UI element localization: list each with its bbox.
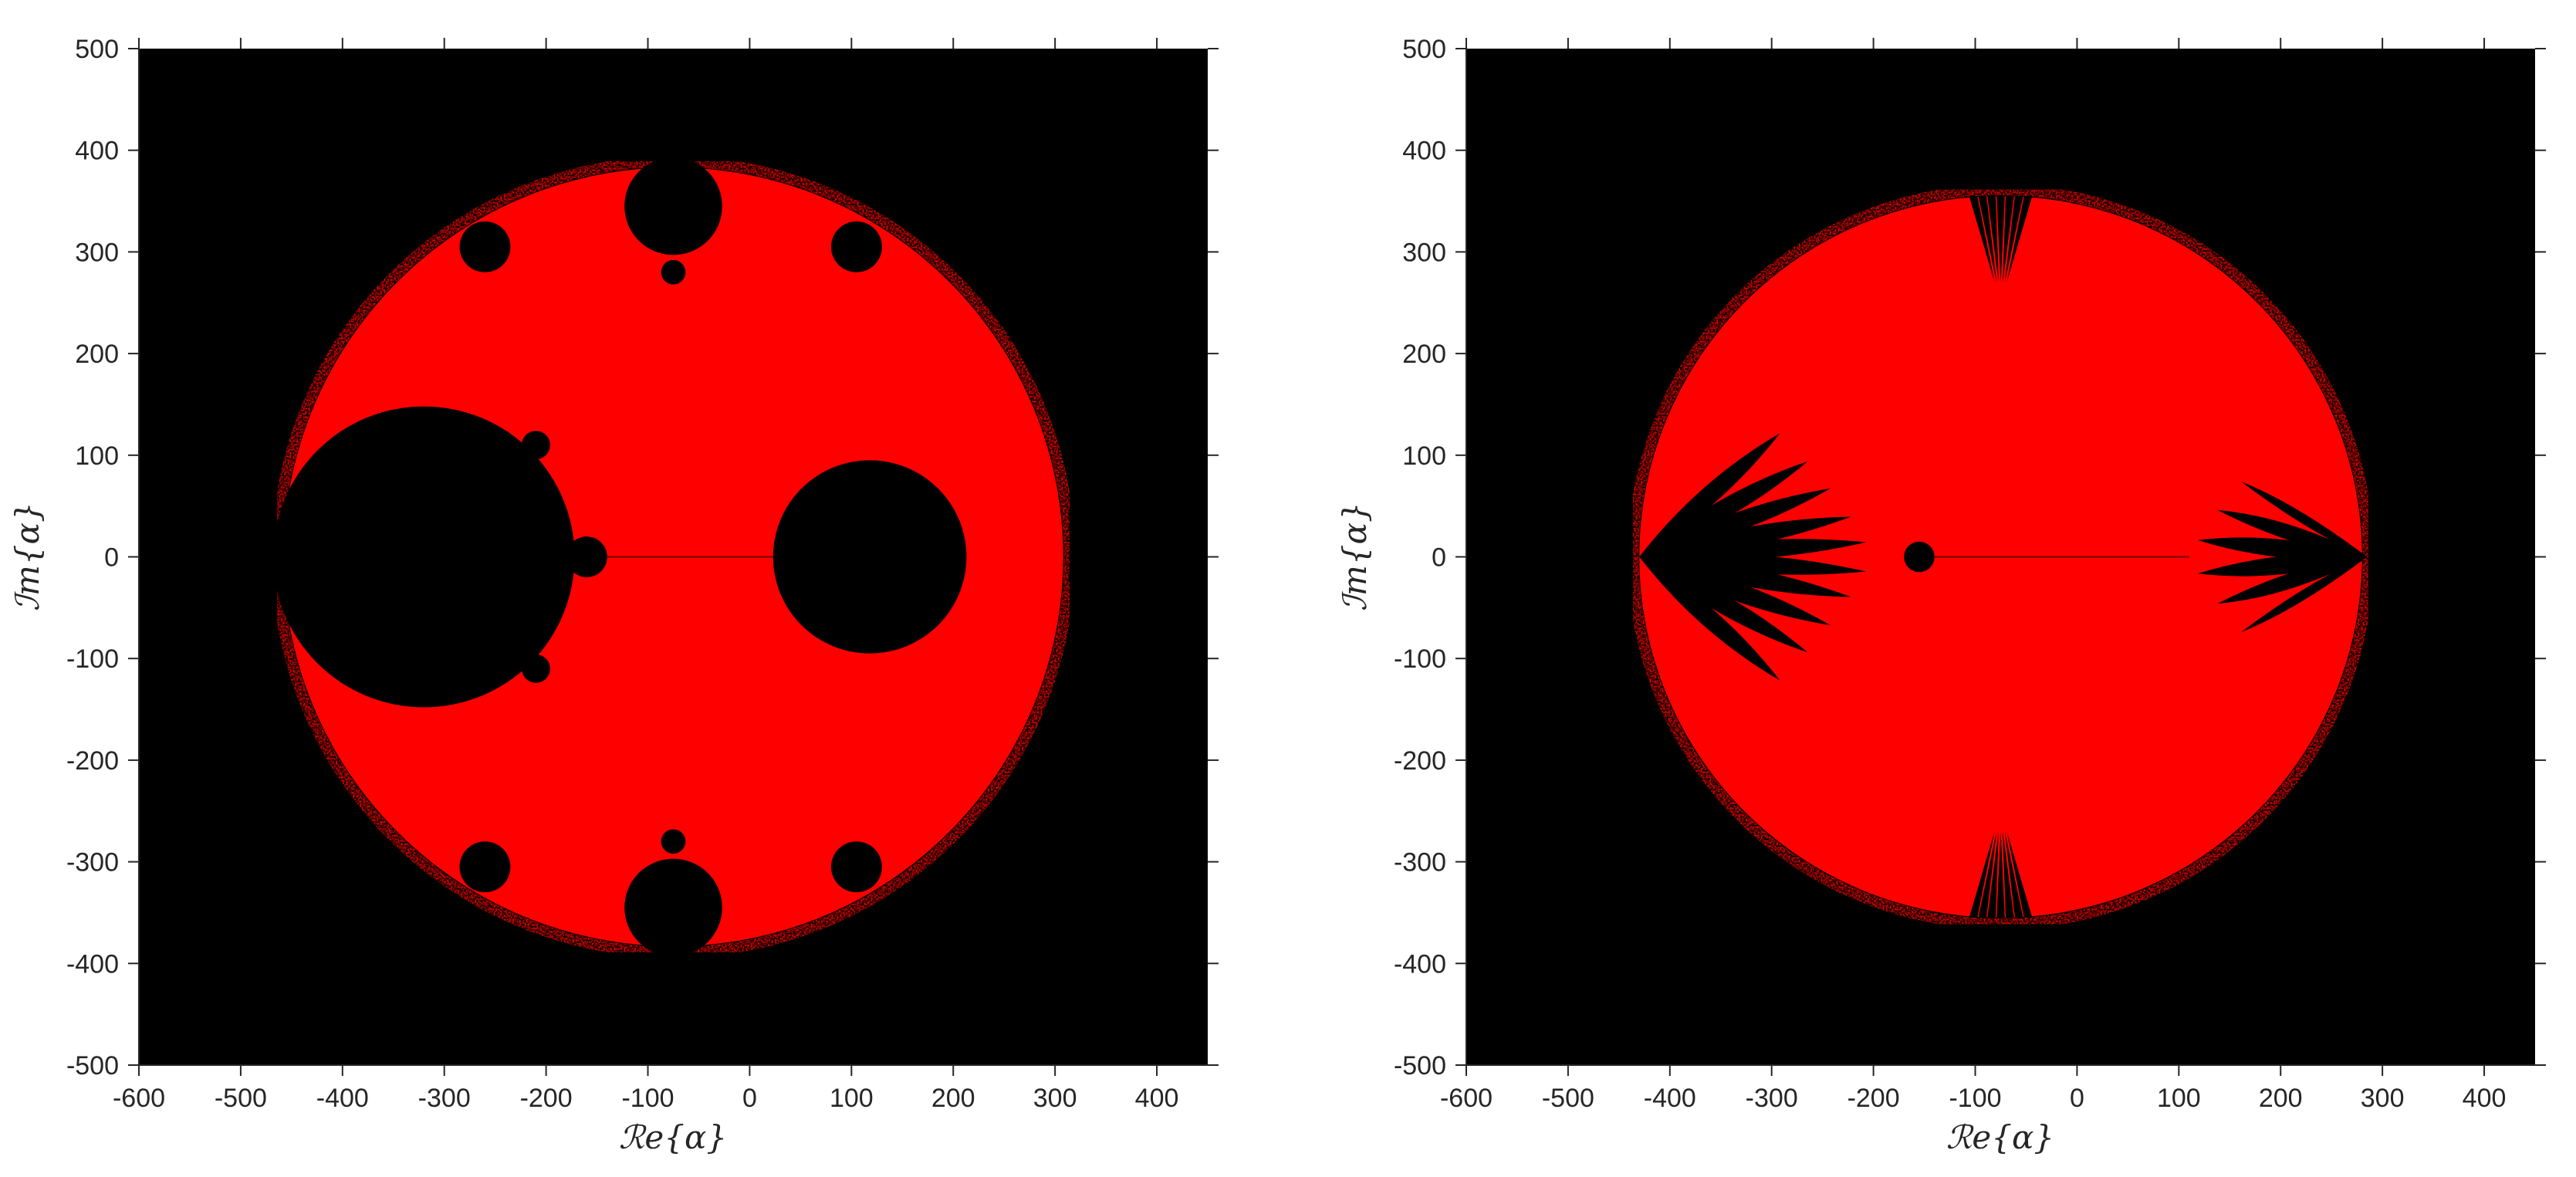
right-x-tick-label-8: 200 <box>2259 1084 2303 1113</box>
right-lobe-right-3 <box>2197 537 2368 560</box>
left-panel: -600 -500 -400 -300 -200 -100 0 100 200 300 400 -50… <box>8 35 1219 1156</box>
right-y-tick-label-1: -400 <box>1394 949 1446 979</box>
left-hole-12 <box>661 259 686 285</box>
left-y-axis-label: ℐm{α} <box>8 502 46 610</box>
right-streak-top-5 <box>2004 195 2023 282</box>
right-x-tick-label-9: 300 <box>2361 1084 2405 1113</box>
left-hole-2 <box>624 157 722 255</box>
right-y-tick-label-4: -100 <box>1394 644 1446 674</box>
right-fractal-region <box>1628 184 2374 930</box>
right-lobe-left-1 <box>1639 556 1808 653</box>
left-y-tick-label-6: 100 <box>75 441 119 471</box>
right-y-tick-label-0: -500 <box>1394 1051 1446 1081</box>
left-hole-9 <box>830 841 882 893</box>
right-lobe-left-3 <box>1639 556 1851 597</box>
left-hole-8 <box>830 221 882 272</box>
left-hole-0 <box>273 406 575 708</box>
right-streak-top-4 <box>2003 195 2014 282</box>
right-y-tick-label-9: 400 <box>1402 137 1446 166</box>
left-y-tick-label-0: -500 <box>66 1051 119 1081</box>
left-hole-6 <box>459 221 511 272</box>
right-lobe-right-0 <box>2241 556 2368 632</box>
right-hole-0 <box>1904 541 1935 573</box>
right-axes: -600 -500 -400 -300 -200 -100 0 100 200 300 400 -50… <box>1394 35 2546 1113</box>
right-lobe-right-4 <box>2217 509 2368 557</box>
left-x-tick-label-2: -400 <box>316 1084 369 1113</box>
left-hole-10 <box>521 431 550 460</box>
left-fractal-region <box>272 156 1075 958</box>
right-panel: -600 -500 -400 -300 -200 -100 0 100 200 300 400 -50… <box>1336 35 2546 1156</box>
left-x-axis-label: ℛe{α} <box>619 1118 727 1156</box>
left-y-tick-label-4: -100 <box>66 644 119 674</box>
right-lobe-left-5 <box>1639 539 1867 560</box>
right-x-tick-label-2: -400 <box>1644 1084 1696 1113</box>
right-lobe-right-1 <box>2217 556 2368 604</box>
right-y-tick-label-5: 0 <box>1432 543 1446 573</box>
left-y-tick-label-7: 200 <box>75 340 119 369</box>
right-y-tick-label-3: -200 <box>1394 746 1446 776</box>
left-axes: -600 -500 -400 -300 -200 -100 0 100 200 300 400 -50… <box>66 35 1219 1113</box>
right-lobe-left-0 <box>1639 556 1780 681</box>
right-x-tick-label-5: -100 <box>1949 1084 2001 1113</box>
left-hole-1 <box>772 460 967 654</box>
right-x-tick-label-3: -300 <box>1746 1084 1798 1113</box>
left-hole-4 <box>566 536 607 577</box>
right-x-tick-label-6: 0 <box>2070 1084 2084 1113</box>
right-x-axis-label: ℛe{α} <box>1946 1118 2054 1156</box>
left-x-tick-label-4: -200 <box>520 1084 573 1113</box>
left-y-tick-label-10: 500 <box>75 35 119 64</box>
left-y-tick-label-5: 0 <box>104 543 119 573</box>
right-streak-top-2 <box>1987 195 1999 282</box>
left-y-tick-label-8: 300 <box>75 238 119 267</box>
left-hole-7 <box>459 841 511 893</box>
right-y-axis-label: ℐm{α} <box>1336 502 1374 610</box>
left-x-tick-label-5: -100 <box>621 1084 674 1113</box>
right-streak-top-0 <box>1969 195 1995 282</box>
right-x-tick-label-10: 400 <box>2463 1084 2507 1113</box>
right-y-tick-label-2: -300 <box>1394 848 1446 878</box>
right-streak-bottom-5 <box>2004 831 2023 918</box>
left-x-tick-label-0: -600 <box>113 1084 165 1113</box>
left-x-tick-label-6: 0 <box>742 1084 757 1113</box>
right-streak-bottom-6 <box>2006 831 2033 918</box>
left-x-tick-label-7: 100 <box>830 1084 874 1113</box>
right-streak-top-3 <box>1996 195 2005 282</box>
left-hole-11 <box>521 654 550 683</box>
left-y-tick-label-2: -300 <box>66 848 119 878</box>
right-lobe-right-2 <box>2197 554 2368 577</box>
left-y-tick-label-1: -400 <box>66 949 119 979</box>
right-lobe-left-2 <box>1639 556 1831 626</box>
right-streak-bottom-0 <box>1969 831 1995 918</box>
right-lobe-left-8 <box>1639 461 1808 557</box>
left-x-tick-label-10: 400 <box>1135 1084 1179 1113</box>
right-y-tick-label-8: 300 <box>1402 238 1446 267</box>
right-y-tick-label-10: 500 <box>1402 35 1446 64</box>
right-y-tick-label-7: 200 <box>1402 340 1446 369</box>
left-x-tick-label-8: 200 <box>931 1084 975 1113</box>
left-hole-3 <box>624 858 722 957</box>
right-lobe-left-9 <box>1639 433 1780 557</box>
right-disk-fringe <box>1628 184 2374 930</box>
right-streak-bottom-4 <box>2003 831 2014 918</box>
left-x-tick-label-9: 300 <box>1033 1084 1077 1113</box>
right-streak-bottom-3 <box>1996 831 2005 918</box>
right-lobe-left-7 <box>1639 488 1831 557</box>
right-x-tick-label-7: 100 <box>2157 1084 2201 1113</box>
left-y-tick-label-3: -200 <box>66 746 119 776</box>
right-x-tick-label-4: -200 <box>1847 1084 1900 1113</box>
right-streak-top-1 <box>1978 195 1997 282</box>
right-y-tick-label-6: 100 <box>1402 441 1446 471</box>
right-streak-bottom-1 <box>1978 831 1997 918</box>
right-streak-bottom-2 <box>1987 831 1999 918</box>
left-y-tick-label-9: 400 <box>75 137 119 166</box>
right-x-tick-label-1: -500 <box>1542 1084 1594 1113</box>
left-x-tick-label-1: -500 <box>215 1084 267 1113</box>
right-lobe-right-5 <box>2241 482 2368 557</box>
right-lobe-left-6 <box>1639 516 1851 557</box>
left-x-tick-label-3: -300 <box>418 1084 471 1113</box>
left-hole-13 <box>661 829 686 854</box>
right-x-tick-label-0: -600 <box>1440 1084 1493 1113</box>
right-streak-top-6 <box>2006 195 2033 282</box>
